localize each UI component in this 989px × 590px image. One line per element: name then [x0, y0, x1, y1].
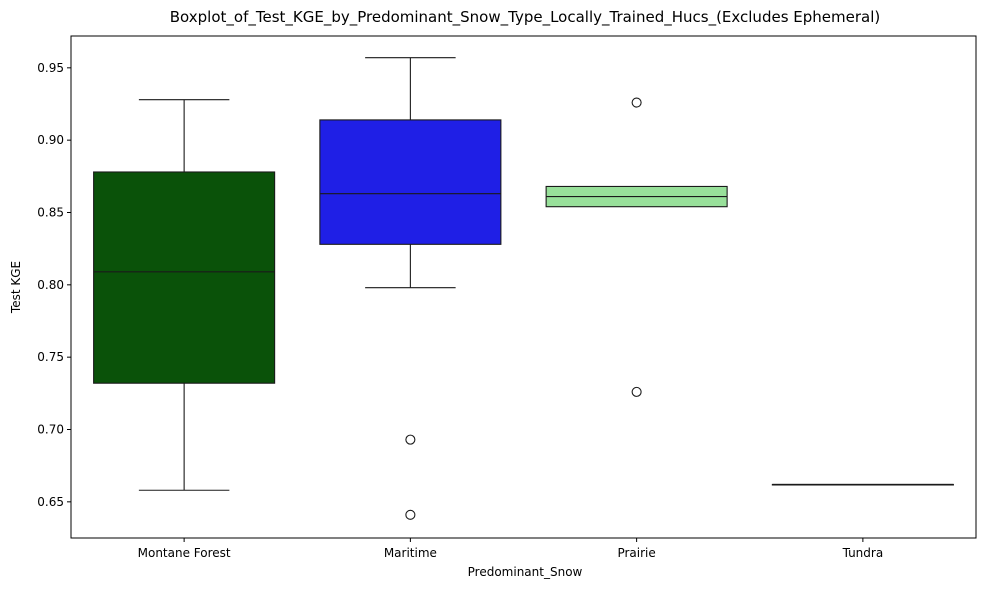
y-axis: 0.65 0.70 0.75 0.80 0.85 0.90 0.95	[37, 61, 71, 509]
outlier-point	[405, 434, 416, 445]
box-iqr	[319, 119, 502, 245]
box-group	[93, 99, 276, 491]
x-tick-label: Prairie	[617, 546, 655, 560]
y-axis-label: Test KGE	[9, 261, 23, 314]
x-tick-label: Tundra	[842, 546, 884, 560]
y-tick-label: 0.90	[37, 133, 64, 147]
box-group	[771, 483, 954, 486]
x-axis-label: Predominant_Snow	[468, 565, 583, 579]
x-tick-label: Maritime	[384, 546, 437, 560]
outlier-point	[405, 509, 416, 520]
outlier-point	[631, 386, 642, 397]
plot-area-frame	[70, 35, 977, 539]
box-iqr	[93, 171, 276, 384]
box-group	[319, 57, 502, 520]
x-tick-label: Montane Forest	[138, 546, 231, 560]
y-tick-label: 0.65	[37, 495, 64, 509]
y-tick-label: 0.95	[37, 61, 64, 75]
y-tick-label: 0.85	[37, 205, 64, 219]
outlier-point	[631, 97, 642, 108]
x-axis: Montane Forest Maritime Prairie Tundra	[138, 538, 884, 560]
chart-title: Boxplot_of_Test_KGE_by_Predominant_Snow_…	[170, 8, 880, 27]
boxes-group	[93, 57, 954, 520]
y-tick-label: 0.70	[37, 422, 64, 436]
y-tick-label: 0.75	[37, 350, 64, 364]
y-tick-label: 0.80	[37, 278, 64, 292]
box-group	[545, 97, 728, 397]
